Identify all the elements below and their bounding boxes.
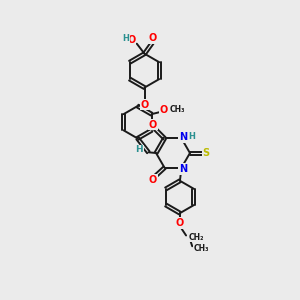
Text: O: O: [127, 35, 136, 45]
Text: O: O: [160, 105, 168, 115]
Text: O: O: [149, 119, 157, 130]
Text: H: H: [188, 132, 195, 141]
Text: CH₂: CH₂: [188, 232, 204, 242]
Text: H: H: [135, 146, 143, 154]
Text: H: H: [123, 34, 130, 43]
Text: O: O: [176, 218, 184, 228]
Text: CH₃: CH₃: [194, 244, 209, 253]
Text: O: O: [140, 100, 148, 110]
Text: CH₃: CH₃: [170, 105, 186, 114]
Text: S: S: [202, 148, 210, 158]
Text: N: N: [179, 132, 187, 142]
Text: O: O: [149, 33, 157, 43]
Text: N: N: [179, 164, 187, 174]
Text: O: O: [149, 175, 157, 185]
